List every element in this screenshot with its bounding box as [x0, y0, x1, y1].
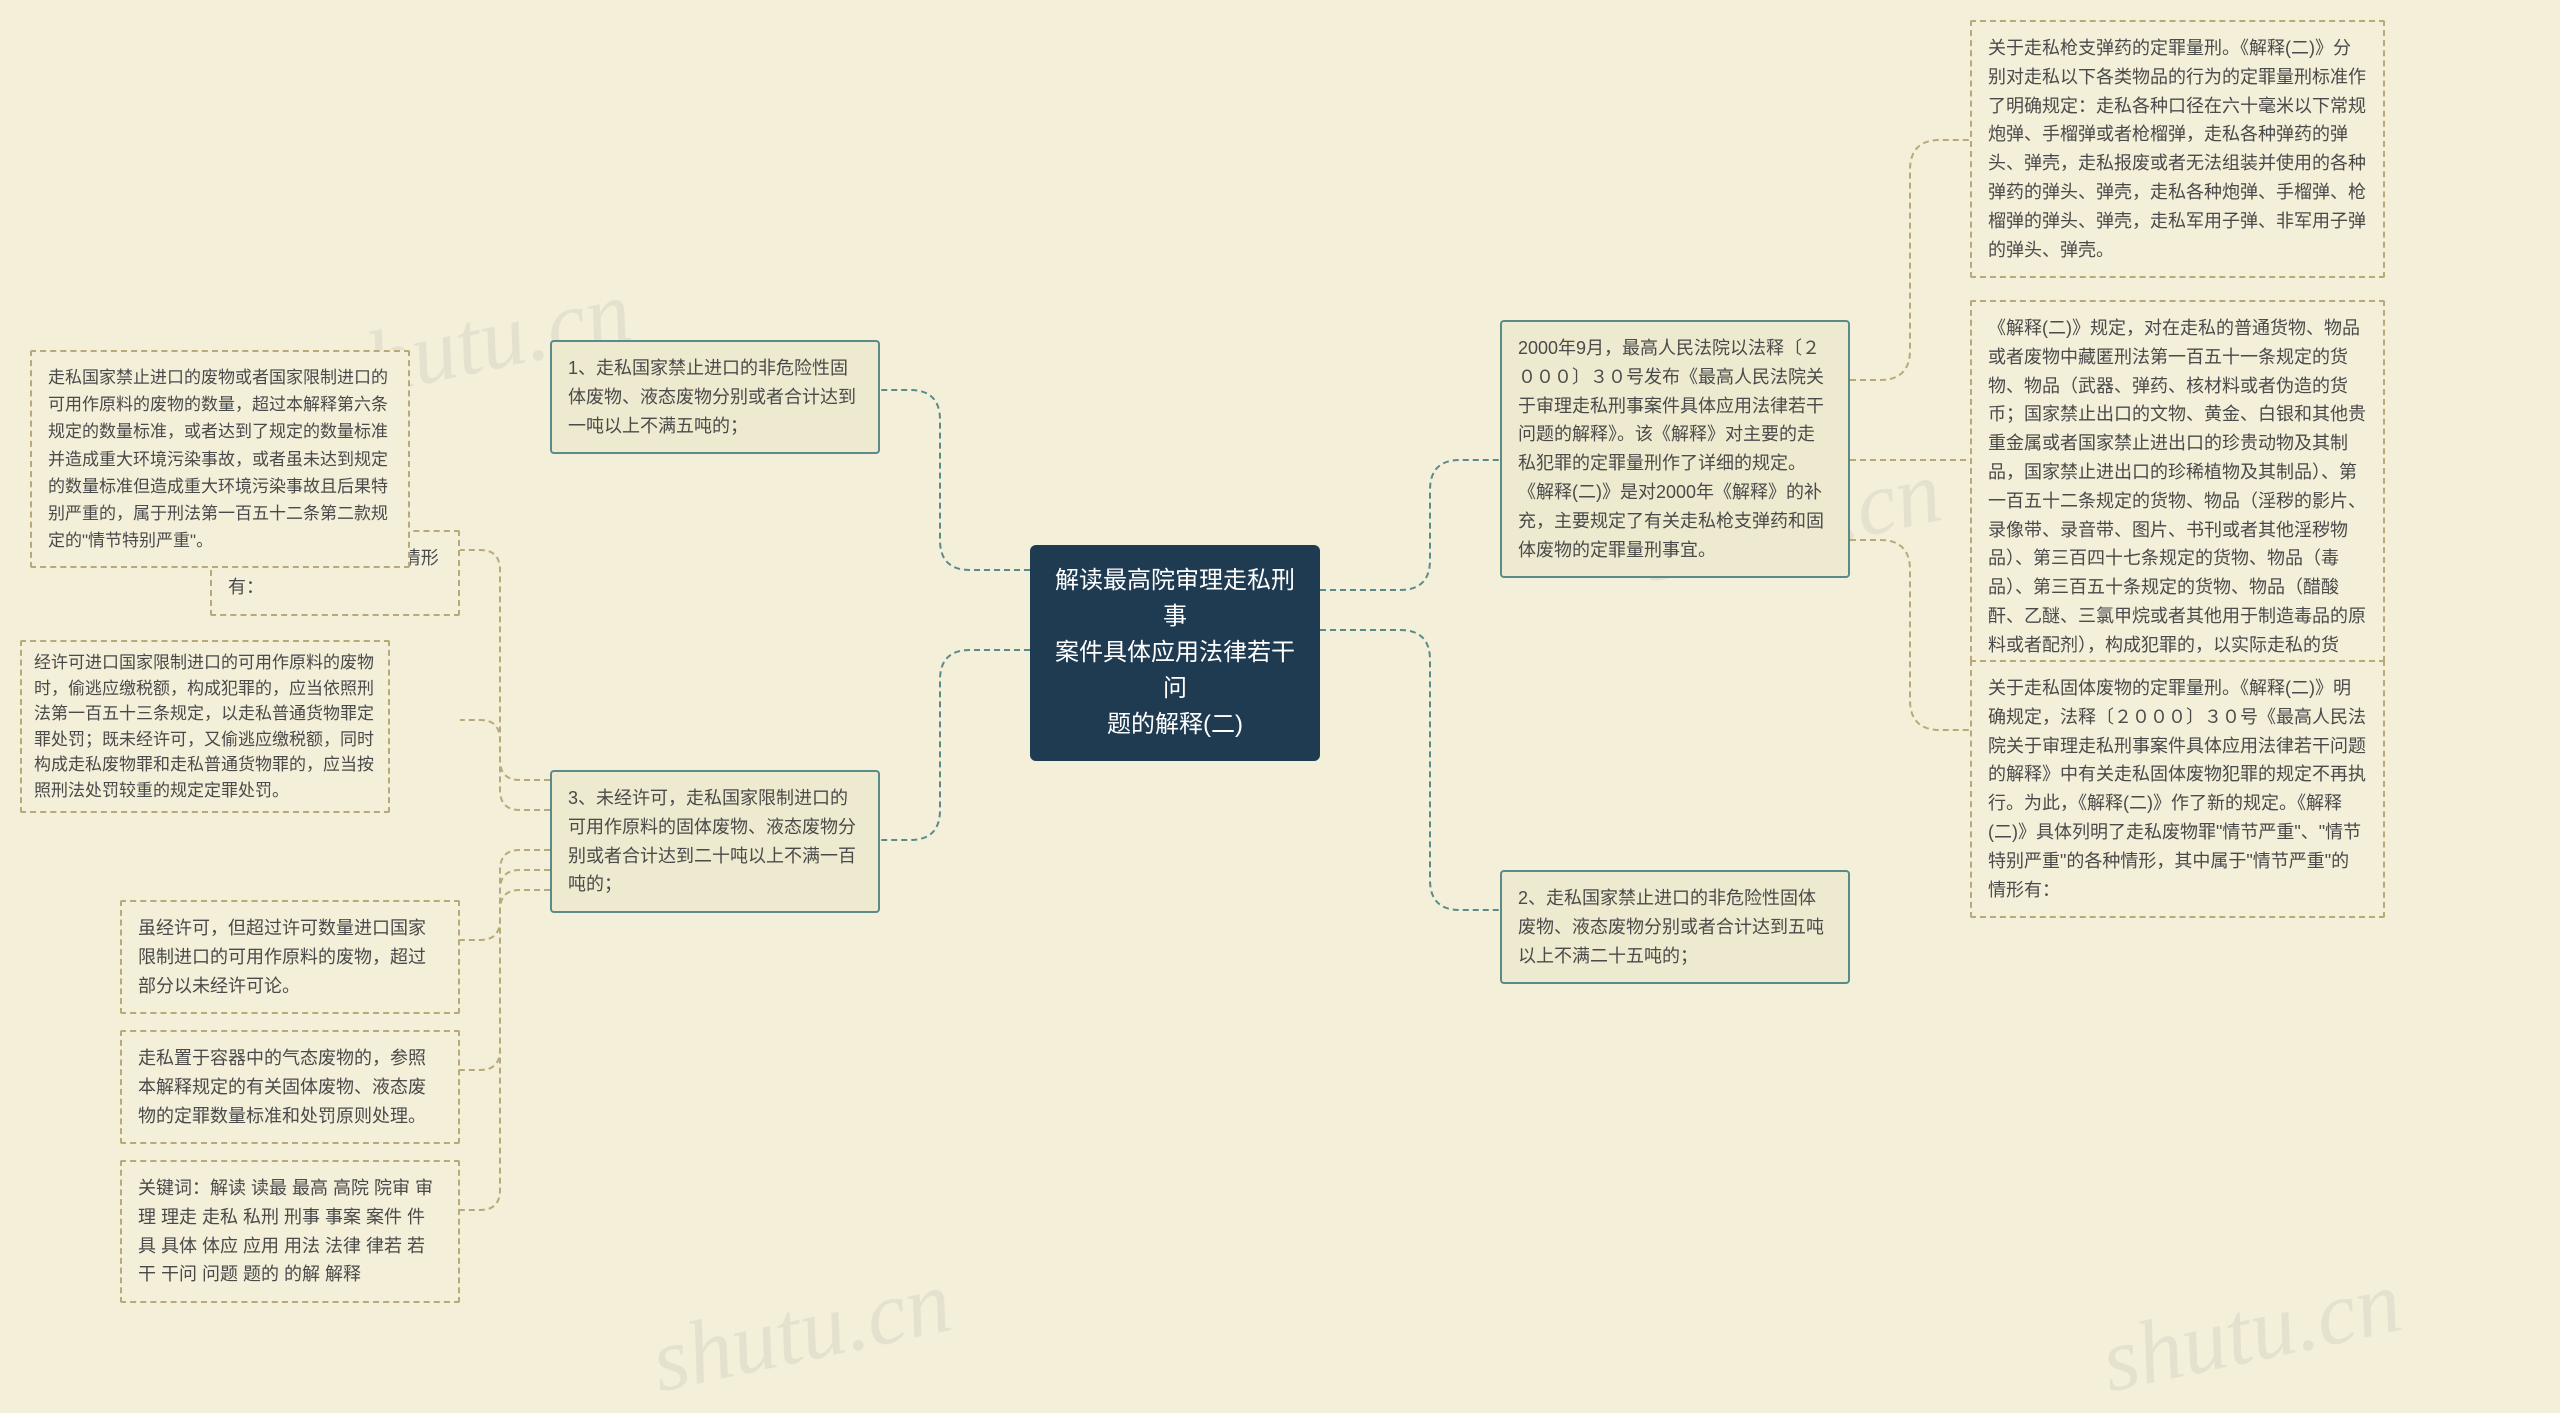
- right-item2: 2、走私国家禁止进口的非危险性固体废物、液态废物分别或者合计达到五吨以上不满二十…: [1500, 870, 1850, 984]
- right-r1: 关于走私枪支弹药的定罪量刑。《解释(二)》分别对走私以下各类物品的行为的定罪量刑…: [1970, 20, 2385, 278]
- left-sub2: 走私置于容器中的气态废物的，参照本解释规定的有关固体废物、液态废物的定罪数量标准…: [120, 1030, 460, 1144]
- left-severe: 走私国家禁止进口的废物或者国家限制进口的可用作原料的废物的数量，超过本解释第六条…: [30, 350, 410, 568]
- center-node: 解读最高院审理走私刑事案件具体应用法律若干问题的解释(二): [1030, 545, 1320, 761]
- left-item1: 1、走私国家禁止进口的非危险性固体废物、液态废物分别或者合计达到一吨以上不满五吨…: [550, 340, 880, 454]
- left-item3: 3、未经许可，走私国家限制进口的可用作原料的固体废物、液态废物分别或者合计达到二…: [550, 770, 880, 913]
- watermark: shutu.cn: [2093, 1250, 2410, 1413]
- watermark: shutu.cn: [643, 1250, 960, 1413]
- left-sub1: 虽经许可，但超过许可数量进口国家限制进口的可用作原料的废物，超过部分以未经许可论…: [120, 900, 460, 1014]
- left-keywords: 关键词：解读 读最 最高 高院 院审 审理 理走 走私 私刑 刑事 事案 案件 …: [120, 1160, 460, 1303]
- right-intro: 2000年9月，最高人民法院以法释〔２０００〕３０号发布《最高人民法院关于审理走…: [1500, 320, 1850, 578]
- left-other: 经许可进口国家限制进口的可用作原料的废物时，偷逃应缴税额，构成犯罪的，应当依照刑…: [20, 640, 390, 813]
- right-r3: 关于走私固体废物的定罪量刑。《解释(二)》明确规定，法释〔２０００〕３０号《最高…: [1970, 660, 2385, 918]
